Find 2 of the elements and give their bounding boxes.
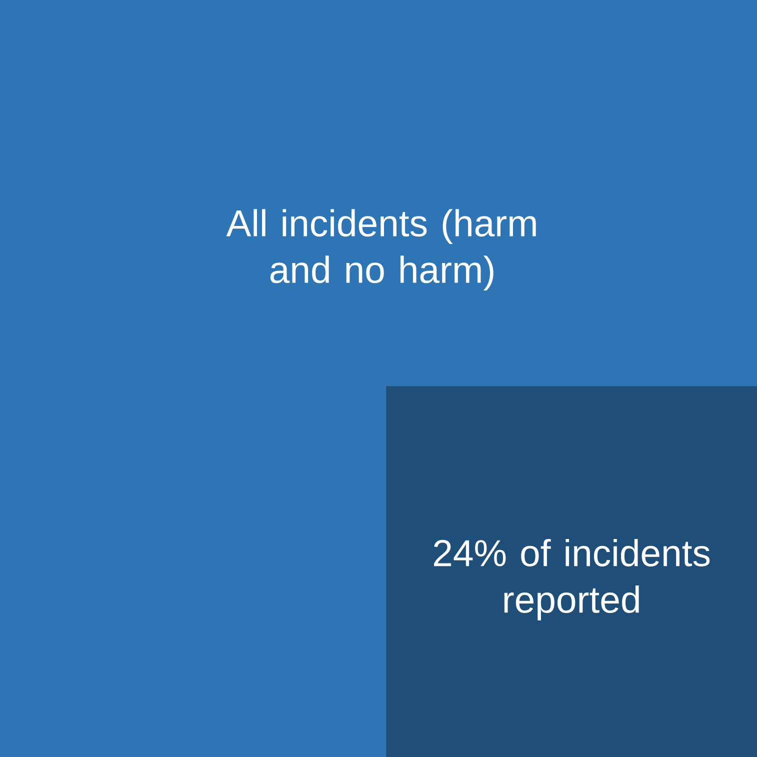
category-label: All incidents (harm and no harm) [226,209,536,291]
data-label: 24% [434,540,506,566]
